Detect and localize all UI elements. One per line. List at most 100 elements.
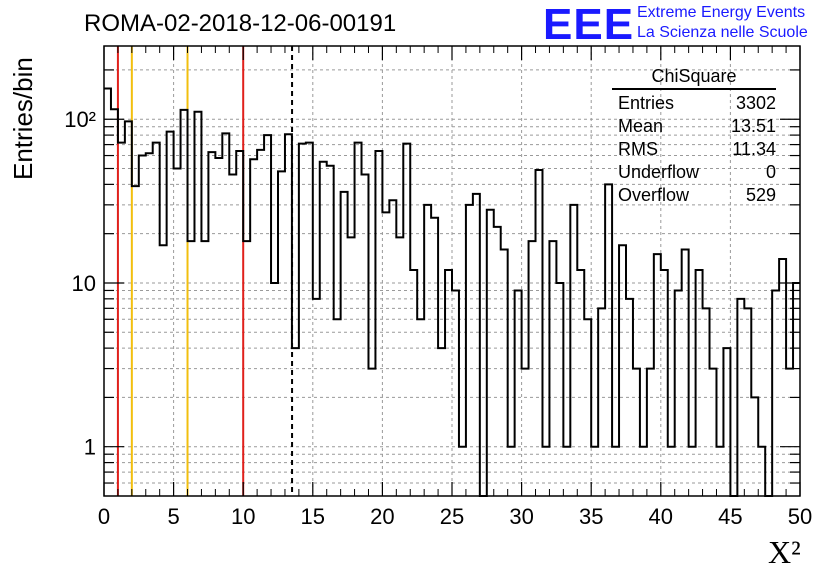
y-tick-label: 10 bbox=[72, 271, 96, 296]
histogram-bin bbox=[306, 143, 313, 496]
x-tick-label: 15 bbox=[301, 504, 325, 529]
histogram-bin bbox=[174, 169, 181, 496]
x-tick-label: 20 bbox=[370, 504, 394, 529]
histogram-bin bbox=[194, 112, 201, 496]
histogram-bin bbox=[793, 283, 800, 496]
stats-label: RMS bbox=[618, 139, 658, 159]
histogram-bin bbox=[396, 237, 403, 496]
stats-label: Mean bbox=[618, 116, 664, 136]
x-tick-label: 25 bbox=[440, 504, 464, 529]
histogram-bin bbox=[417, 319, 424, 496]
histogram-bin bbox=[222, 133, 229, 496]
histogram-bin bbox=[494, 227, 501, 496]
histogram-bin bbox=[612, 447, 619, 496]
histogram-bin bbox=[640, 447, 647, 496]
histogram-bin bbox=[181, 110, 188, 496]
histogram-bin bbox=[459, 447, 466, 496]
x-tick-label: 30 bbox=[509, 504, 533, 529]
histogram-bin bbox=[563, 447, 570, 496]
histogram-bin bbox=[355, 143, 362, 496]
histogram-bin bbox=[320, 162, 327, 496]
x-tick-label: 40 bbox=[649, 504, 673, 529]
histogram-bin bbox=[167, 132, 174, 496]
histogram-bin bbox=[271, 283, 278, 496]
histogram-bin bbox=[737, 299, 744, 496]
histogram-bin bbox=[104, 89, 111, 496]
histogram-bin bbox=[619, 245, 626, 496]
x-tick-label: 0 bbox=[98, 504, 110, 529]
histogram-bin bbox=[146, 153, 153, 496]
stats-row-rms: RMS 11.34 bbox=[612, 138, 776, 161]
histogram-bin bbox=[542, 447, 549, 496]
histogram-bin bbox=[208, 152, 215, 496]
histogram-bin bbox=[744, 308, 751, 496]
y-tick-label: 1 bbox=[84, 435, 96, 460]
histogram-bin bbox=[389, 200, 396, 496]
histogram-bin bbox=[445, 270, 452, 496]
histogram-bin bbox=[341, 192, 348, 496]
histogram-bin bbox=[584, 319, 591, 496]
histogram-bin bbox=[153, 143, 160, 496]
histogram-bin bbox=[661, 270, 668, 496]
histogram-bin bbox=[236, 151, 243, 496]
stats-value: 529 bbox=[745, 185, 776, 205]
histogram-bin bbox=[403, 144, 410, 496]
histogram-bin bbox=[201, 241, 208, 496]
histogram-bin bbox=[689, 447, 696, 496]
histogram-bin bbox=[682, 250, 689, 496]
stats-box: ChiSquare Entries 3302 Mean 13.51 RMS 11.34… bbox=[612, 66, 776, 207]
histogram-bin bbox=[605, 184, 612, 496]
histogram-bin bbox=[160, 245, 167, 496]
histogram-bin bbox=[264, 135, 271, 496]
histogram-bin bbox=[466, 205, 473, 496]
histogram-bin bbox=[229, 174, 236, 496]
histogram-bin bbox=[529, 241, 536, 496]
logo-caption-2: La Scienza nelle Scuole bbox=[637, 24, 808, 41]
x-tick-label: 10 bbox=[231, 504, 255, 529]
stats-value: 11.34 bbox=[732, 139, 776, 159]
histogram-bin bbox=[577, 270, 584, 496]
histogram-bin bbox=[362, 174, 369, 496]
histogram-bin bbox=[424, 205, 431, 496]
histogram-bin bbox=[111, 109, 118, 496]
histogram-bin bbox=[556, 283, 563, 496]
histogram-bin bbox=[508, 447, 515, 496]
histogram-outline bbox=[104, 87, 800, 497]
stats-row-entries: Entries 3302 bbox=[612, 92, 776, 115]
histogram-bin bbox=[758, 447, 765, 496]
histogram-bin bbox=[772, 290, 779, 496]
histogram-bin bbox=[473, 194, 480, 496]
histogram-bin bbox=[703, 308, 710, 496]
histogram-bin bbox=[696, 270, 703, 496]
histogram-bin bbox=[125, 121, 132, 496]
histogram-bin bbox=[410, 270, 417, 496]
histogram-bin bbox=[626, 299, 633, 496]
histogram-bin bbox=[675, 290, 682, 496]
x-tick-label: 35 bbox=[579, 504, 603, 529]
y-axis: 1 10 10² bbox=[64, 69, 800, 484]
stats-row-underflow: Underflow 0 bbox=[612, 161, 776, 184]
histogram-bin bbox=[654, 254, 661, 496]
x-tick-label: 45 bbox=[718, 504, 742, 529]
histogram-bin bbox=[299, 144, 306, 496]
x-tick-label: 5 bbox=[167, 504, 179, 529]
histogram-bin bbox=[438, 348, 445, 496]
x-axis: 0 5 10 15 20 25 30 35 40 45 50 bbox=[98, 46, 812, 529]
histogram-bin bbox=[215, 158, 222, 496]
y-tick-label: 10² bbox=[64, 107, 96, 132]
histogram-bin bbox=[723, 348, 730, 496]
histogram-bin bbox=[188, 241, 195, 496]
stats-label: Entries bbox=[618, 93, 675, 113]
histogram-bin bbox=[118, 143, 125, 496]
chart-title: ROMA-02-2018-12-06-00191 bbox=[84, 10, 397, 37]
histogram-bin bbox=[710, 369, 717, 496]
eee-logo: EEE bbox=[543, 0, 635, 49]
histogram-bin bbox=[257, 150, 264, 496]
histogram-bin bbox=[313, 299, 320, 496]
histogram-bin bbox=[786, 369, 793, 496]
histogram-bin bbox=[348, 237, 355, 496]
histogram-bin bbox=[452, 290, 459, 496]
histogram-bin bbox=[334, 319, 341, 496]
histogram-bin bbox=[487, 210, 494, 496]
